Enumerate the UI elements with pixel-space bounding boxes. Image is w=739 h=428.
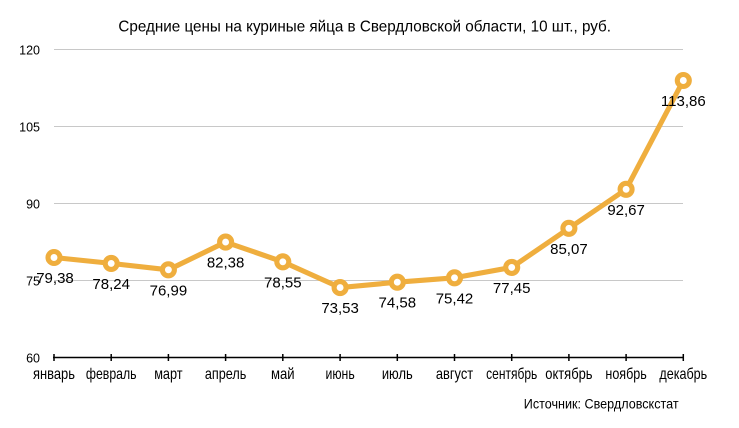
- svg-text:60: 60: [26, 352, 40, 366]
- svg-text:120: 120: [19, 44, 40, 58]
- svg-text:105: 105: [19, 121, 40, 135]
- svg-text:73,53: 73,53: [321, 300, 359, 317]
- svg-text:78,24: 78,24: [92, 276, 130, 293]
- svg-text:июнь: июнь: [326, 366, 355, 383]
- svg-text:август: август: [436, 366, 474, 383]
- svg-text:82,38: 82,38: [207, 255, 245, 272]
- svg-text:75,42: 75,42: [436, 290, 474, 307]
- svg-text:май: май: [271, 366, 295, 383]
- svg-text:113,86: 113,86: [661, 93, 706, 110]
- svg-text:январь: январь: [33, 366, 75, 383]
- svg-text:декабрь: декабрь: [659, 366, 707, 383]
- svg-text:июль: июль: [382, 366, 413, 383]
- svg-text:79,38: 79,38: [36, 270, 74, 287]
- svg-text:ноябрь: ноябрь: [605, 366, 646, 383]
- svg-text:92,67: 92,67: [607, 202, 645, 219]
- svg-text:октябрь: октябрь: [545, 366, 592, 383]
- svg-text:77,45: 77,45: [493, 280, 531, 297]
- svg-text:90: 90: [26, 198, 40, 212]
- svg-text:Источник: Свердловскстат: Источник: Свердловскстат: [524, 397, 679, 412]
- svg-text:78,55: 78,55: [264, 274, 302, 291]
- svg-text:85,07: 85,07: [550, 241, 588, 258]
- svg-text:февраль: февраль: [86, 366, 137, 383]
- svg-text:март: март: [154, 366, 183, 383]
- svg-text:апрель: апрель: [205, 366, 246, 383]
- svg-text:74,58: 74,58: [379, 295, 417, 312]
- svg-text:сентябрь: сентябрь: [486, 366, 537, 383]
- svg-text:75: 75: [26, 275, 40, 289]
- svg-text:76,99: 76,99: [150, 282, 188, 299]
- svg-text:Средние цены на куриные яйца в: Средние цены на куриные яйца в Свердловс…: [118, 19, 611, 36]
